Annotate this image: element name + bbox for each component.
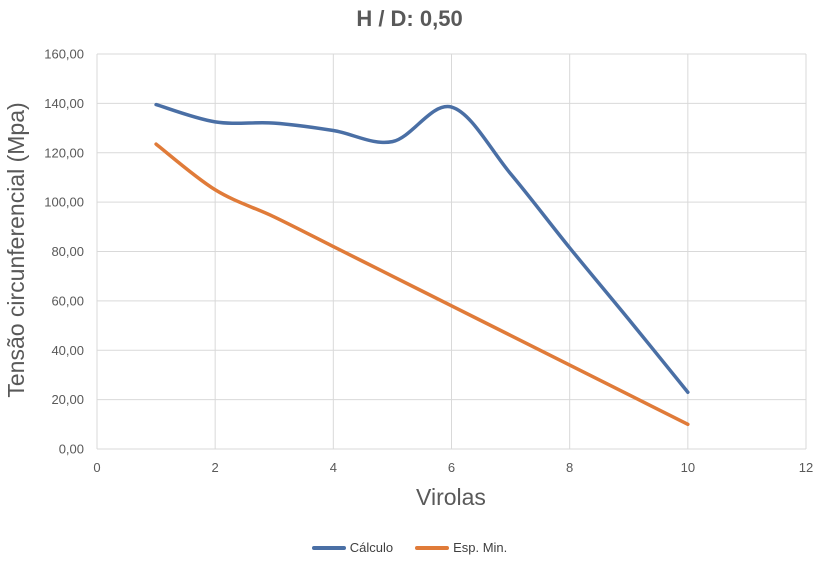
x-axis-title: Virolas	[416, 484, 486, 510]
x-axis-ticks: 0 2 4 6 8 10 12	[93, 460, 813, 475]
gridlines	[96, 53, 807, 450]
x-tick-label: 10	[681, 460, 695, 475]
x-tick-label: 8	[566, 460, 573, 475]
x-tick-label: 2	[212, 460, 219, 475]
y-tick-label: 160,00	[44, 47, 84, 62]
legend: Cálculo Esp. Min.	[0, 540, 819, 555]
y-tick-label: 60,00	[51, 293, 84, 308]
y-tick-label: 100,00	[44, 195, 84, 210]
y-tick-label: 120,00	[44, 145, 84, 160]
y-tick-label: 40,00	[51, 343, 84, 358]
y-tick-label: 140,00	[44, 96, 84, 111]
legend-item-esp-min[interactable]: Esp. Min.	[415, 540, 507, 555]
series-lines	[154, 102, 690, 427]
x-tick-label: 0	[93, 460, 100, 475]
y-tick-label: 80,00	[51, 244, 84, 259]
legend-swatch-esp-min	[415, 545, 450, 550]
y-axis-ticks: 0,00 20,00 40,00 60,00 80,00 100,00 120,00 140,…	[44, 47, 84, 457]
y-tick-label: 0,00	[59, 442, 84, 457]
x-tick-label: 4	[330, 460, 337, 475]
x-tick-label: 6	[448, 460, 455, 475]
series-line-c-lculo	[154, 102, 690, 394]
legend-item-calculo[interactable]: Cálculo	[311, 540, 394, 555]
x-tick-label: 12	[799, 460, 813, 475]
legend-swatch-calculo	[311, 545, 346, 550]
legend-label-calculo: Cálculo	[349, 540, 394, 555]
chart-title: H / D: 0,50	[356, 6, 463, 31]
legend-label-esp-min: Esp. Min.	[453, 540, 508, 555]
y-axis-title: Tensão circunferencial (Mpa)	[3, 102, 29, 397]
y-tick-label: 20,00	[51, 392, 84, 407]
series-line-esp-min	[154, 142, 690, 427]
